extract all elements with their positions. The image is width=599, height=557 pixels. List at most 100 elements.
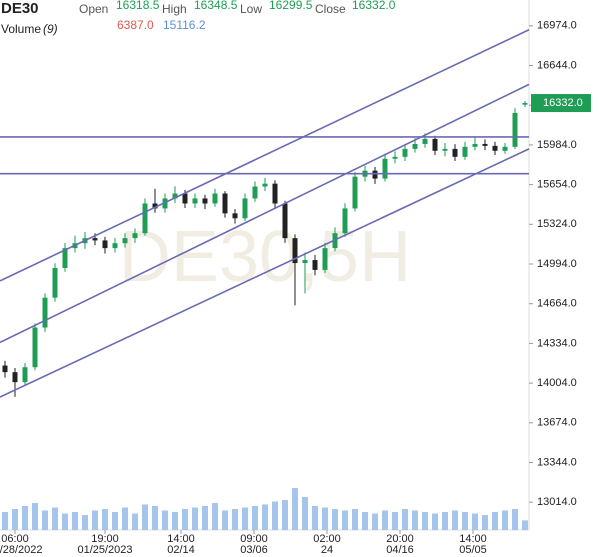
x-tick-date: 01/25/2023 bbox=[77, 544, 132, 556]
candle-body bbox=[102, 240, 108, 249]
y-tick-label: 13674.0 bbox=[537, 417, 577, 429]
x-tick-time: 14:00 bbox=[167, 533, 195, 545]
candle-body bbox=[162, 198, 168, 209]
y-tick-label: 14664.0 bbox=[537, 298, 577, 310]
candle-body bbox=[312, 260, 318, 270]
candle-body bbox=[402, 148, 408, 157]
high-value: 16348.5 bbox=[194, 0, 238, 12]
x-tick-date: 12/28/2022 bbox=[0, 544, 43, 556]
volume-bar bbox=[12, 509, 18, 530]
close-label: Close bbox=[315, 2, 346, 16]
x-tick-time: 20:00 bbox=[386, 533, 414, 545]
volume-bar bbox=[272, 501, 278, 530]
candle-body bbox=[382, 158, 388, 179]
volume-bar bbox=[422, 512, 428, 530]
volume-bar bbox=[312, 506, 318, 530]
trendline bbox=[0, 83, 530, 344]
y-tick-label: 15324.0 bbox=[537, 218, 577, 230]
x-tick-time: 14:00 bbox=[459, 533, 487, 545]
volume-bar bbox=[332, 509, 338, 530]
volume-bar bbox=[42, 510, 48, 530]
volume-bar bbox=[102, 509, 108, 530]
candle-body bbox=[122, 238, 128, 244]
symbol: DE30 bbox=[1, 0, 39, 17]
candle-body bbox=[292, 238, 298, 264]
volume-bar bbox=[252, 506, 258, 530]
candle-body bbox=[232, 213, 238, 219]
candle-body bbox=[502, 146, 508, 151]
trendline bbox=[0, 148, 530, 398]
legend-header: DE30 Open 16318.5 High 16348.5 Low 16299… bbox=[1, 0, 396, 36]
volume-bar bbox=[492, 512, 498, 530]
x-tick-date: 04/16 bbox=[386, 544, 414, 556]
volume-bar bbox=[342, 510, 348, 530]
volume-bar bbox=[132, 513, 138, 530]
candle-body bbox=[412, 143, 418, 149]
volume-bar bbox=[122, 507, 128, 530]
volume-bar bbox=[262, 504, 268, 530]
volume-bar bbox=[52, 507, 58, 530]
y-tick-label: 14004.0 bbox=[537, 377, 577, 389]
x-tick-date: 05/05 bbox=[459, 544, 487, 556]
candle-body bbox=[32, 327, 38, 368]
open-value: 16318.5 bbox=[116, 0, 160, 12]
volume-bar bbox=[392, 512, 398, 530]
volume-bar bbox=[62, 513, 68, 530]
volume-bar bbox=[462, 512, 468, 530]
volume-bar bbox=[352, 509, 358, 530]
volume-bar bbox=[232, 509, 238, 530]
candle-body bbox=[222, 193, 228, 214]
volume-bar bbox=[522, 520, 528, 530]
x-tick-date: 02/14 bbox=[167, 544, 195, 556]
candle-body bbox=[422, 138, 428, 144]
volume-bar bbox=[112, 512, 118, 530]
candle-body bbox=[512, 112, 518, 147]
candle-body bbox=[522, 103, 528, 105]
candle-body bbox=[152, 203, 158, 209]
candle-body bbox=[352, 176, 358, 209]
candle-body bbox=[42, 297, 48, 328]
volume-bar bbox=[482, 515, 488, 530]
candle-body bbox=[112, 243, 118, 249]
volume-bar bbox=[242, 507, 248, 530]
candle-body bbox=[202, 198, 208, 204]
x-tick-time: 06:00 bbox=[1, 533, 29, 545]
y-tick-label: 13344.0 bbox=[537, 456, 577, 468]
volume-value: 6387.0 bbox=[117, 18, 154, 32]
candle-body bbox=[132, 233, 138, 239]
y-tick-label: 15984.0 bbox=[537, 139, 577, 151]
candle-body bbox=[52, 267, 58, 298]
volume-bar bbox=[182, 509, 188, 530]
x-tick-date: 03/06 bbox=[240, 544, 268, 556]
x-tick-time: 09:00 bbox=[240, 533, 268, 545]
volume-bar bbox=[412, 510, 418, 530]
volume-bar bbox=[402, 509, 408, 530]
candle-body bbox=[372, 170, 378, 179]
candle-body bbox=[182, 193, 188, 204]
candle-body bbox=[432, 138, 438, 151]
volume-bar bbox=[362, 512, 368, 530]
candle-body bbox=[342, 208, 348, 234]
volume-bar bbox=[32, 503, 38, 530]
candle-body bbox=[12, 372, 18, 383]
volume-bar bbox=[512, 509, 518, 530]
candle-body bbox=[142, 203, 148, 234]
volume-bar bbox=[472, 513, 478, 530]
volume-bar bbox=[452, 510, 458, 530]
x-tick-time: 02:00 bbox=[313, 533, 341, 545]
candle-body bbox=[442, 148, 448, 151]
volume-bar bbox=[382, 510, 388, 530]
volume-bar bbox=[202, 506, 208, 530]
volume-bar bbox=[502, 510, 508, 530]
candle-body bbox=[262, 183, 268, 187]
candle-body bbox=[492, 145, 498, 151]
watermark: DE30,5H bbox=[119, 217, 411, 297]
volume-bar bbox=[152, 506, 158, 530]
candle-body bbox=[392, 156, 398, 159]
candle-body bbox=[242, 198, 248, 219]
volume-bar bbox=[212, 503, 218, 530]
volume-bar bbox=[292, 488, 298, 530]
volume-period: (9) bbox=[43, 22, 58, 36]
volume-bar bbox=[222, 510, 228, 530]
